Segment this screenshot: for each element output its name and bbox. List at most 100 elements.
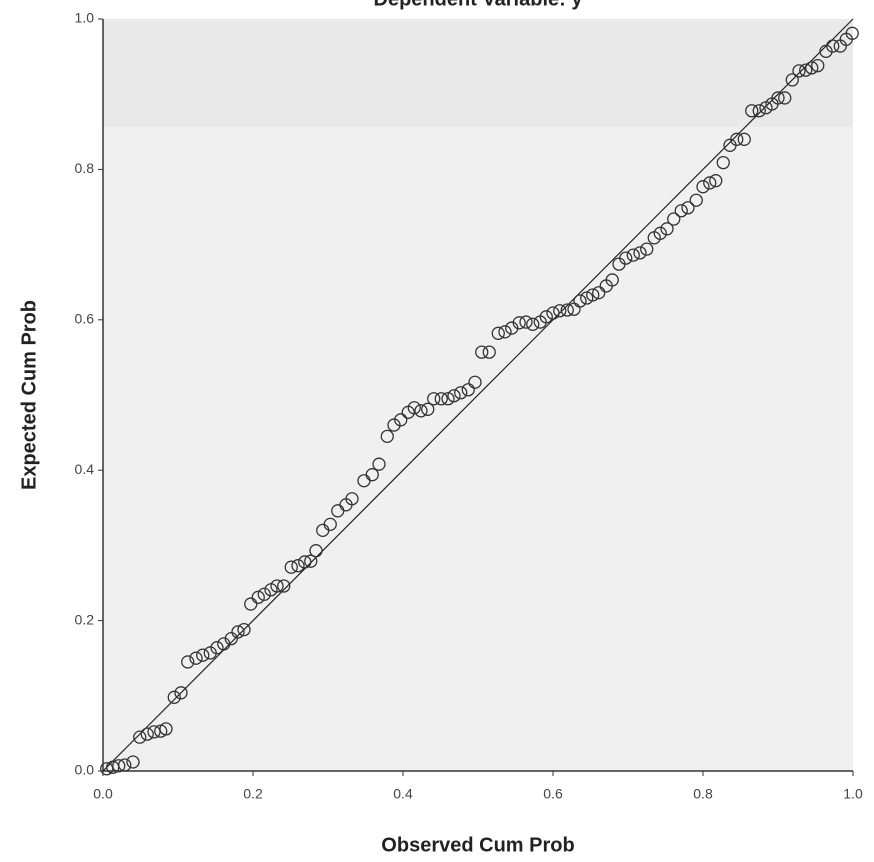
point xyxy=(539,310,553,324)
point xyxy=(737,132,751,146)
point xyxy=(498,325,512,339)
x-tick-label: 0.0 xyxy=(93,786,113,802)
point xyxy=(454,386,468,400)
x-tick-label: 0.8 xyxy=(693,786,713,802)
point xyxy=(752,104,766,118)
point xyxy=(365,468,379,482)
point xyxy=(407,401,421,415)
point xyxy=(277,579,291,593)
point xyxy=(304,554,318,568)
point xyxy=(580,291,594,305)
point xyxy=(667,212,681,226)
point xyxy=(387,418,401,432)
point xyxy=(118,758,132,772)
point xyxy=(309,544,323,558)
point xyxy=(792,64,806,78)
point xyxy=(441,392,455,406)
y-tick-label: 0.0 xyxy=(75,762,95,778)
point xyxy=(345,492,359,506)
point xyxy=(491,326,505,340)
point xyxy=(526,317,540,331)
point xyxy=(689,193,703,207)
y-tick-label: 0.2 xyxy=(75,611,95,627)
point xyxy=(660,222,674,236)
y-axis-title: Expected Cum Prob xyxy=(18,300,40,490)
point xyxy=(605,273,619,287)
reference-line xyxy=(102,18,854,772)
point xyxy=(703,176,717,190)
point xyxy=(251,590,265,604)
point xyxy=(181,655,195,669)
point xyxy=(434,392,448,406)
point xyxy=(586,288,600,302)
point xyxy=(126,755,140,769)
point xyxy=(674,204,688,218)
point xyxy=(323,517,337,531)
point xyxy=(799,63,813,77)
point xyxy=(482,345,496,359)
point xyxy=(244,597,258,611)
point xyxy=(224,631,238,646)
point xyxy=(210,641,224,655)
x-tick-label: 0.4 xyxy=(393,786,413,802)
y-tick-label: 0.6 xyxy=(75,311,95,327)
point xyxy=(291,559,305,573)
y-tick-label: 0.4 xyxy=(75,461,95,477)
point xyxy=(461,383,475,397)
x-axis-title: Observed Cum Prob xyxy=(381,834,574,856)
point xyxy=(174,686,188,700)
point xyxy=(546,306,560,320)
point xyxy=(270,579,284,593)
point xyxy=(427,392,441,406)
chart-title: Dependent Variable: y xyxy=(374,0,584,10)
point xyxy=(380,429,394,444)
plot-band xyxy=(103,19,853,127)
point xyxy=(519,315,533,329)
point xyxy=(592,286,606,300)
point xyxy=(100,762,114,776)
point xyxy=(653,226,667,240)
point xyxy=(819,44,833,58)
point xyxy=(811,58,825,73)
point xyxy=(414,404,428,418)
point xyxy=(681,201,695,215)
point xyxy=(640,242,654,256)
point xyxy=(805,61,819,75)
point xyxy=(298,555,312,569)
point xyxy=(167,690,181,704)
x-tick-label: 0.2 xyxy=(243,786,263,802)
x-tick-label: 0.6 xyxy=(543,786,563,802)
point xyxy=(133,730,147,744)
point xyxy=(372,457,386,471)
point xyxy=(475,345,489,359)
y-tick-label: 1.0 xyxy=(75,10,95,26)
point xyxy=(696,180,710,194)
point xyxy=(633,246,647,260)
y-tick-label: 0.8 xyxy=(75,160,95,176)
point xyxy=(257,587,271,601)
point xyxy=(785,73,799,87)
point xyxy=(709,174,723,188)
point xyxy=(745,104,759,118)
point xyxy=(159,722,173,736)
point xyxy=(447,389,461,403)
point xyxy=(237,622,251,637)
point xyxy=(716,155,730,170)
point xyxy=(512,316,526,330)
point xyxy=(778,91,792,105)
x-tick-label: 1.0 xyxy=(843,786,863,802)
point xyxy=(771,91,785,105)
point xyxy=(189,651,203,665)
point xyxy=(140,727,154,741)
point xyxy=(147,725,161,739)
point xyxy=(196,648,210,662)
point xyxy=(619,251,633,265)
point xyxy=(284,560,298,574)
point xyxy=(421,402,435,416)
point xyxy=(553,304,567,318)
point xyxy=(626,248,640,262)
point xyxy=(394,413,408,427)
point xyxy=(730,132,744,146)
point xyxy=(845,26,859,40)
